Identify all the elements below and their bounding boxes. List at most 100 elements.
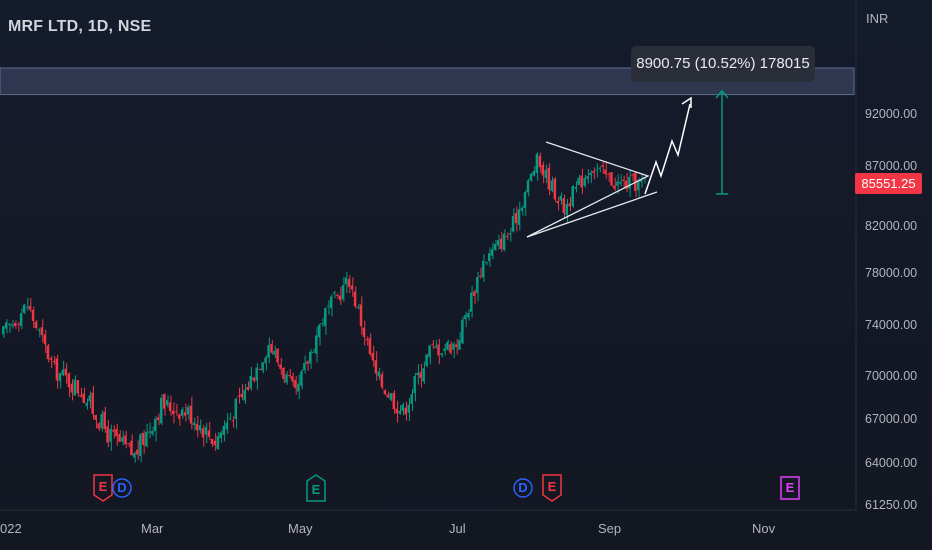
measure-arrowhead (715, 89, 729, 99)
candle-body (419, 372, 422, 378)
candle-body (619, 181, 622, 184)
candle-body (192, 422, 195, 426)
candle-body (67, 373, 70, 388)
candle-body (294, 379, 297, 389)
candle-body (586, 176, 589, 179)
candle-body (207, 430, 210, 437)
candle-body (541, 164, 544, 176)
candle-body (213, 440, 216, 446)
candle-body (91, 392, 94, 414)
candle-body (189, 405, 192, 424)
y-tick-label: 82000.00 (865, 219, 918, 233)
candle-body (479, 275, 482, 277)
candle-body (577, 177, 580, 185)
symbol-title[interactable]: MRF LTD, 1D, NSE (8, 18, 152, 35)
triangle-pattern-lower (526, 191, 658, 238)
candle-body (371, 352, 374, 361)
candle-body (520, 207, 523, 211)
candle-body (160, 397, 163, 424)
candle-body (490, 249, 493, 256)
candle-body (195, 423, 198, 431)
candle-body (562, 198, 565, 214)
candle-body (174, 411, 177, 413)
candle-body (306, 361, 309, 364)
upcoming-earnings-event-icon[interactable]: E (780, 474, 800, 502)
candle-body (380, 374, 383, 388)
candle-body (115, 428, 118, 437)
candle-body (571, 185, 574, 207)
candle-body (550, 180, 553, 191)
candle-body (249, 375, 252, 389)
candle-body (180, 409, 183, 416)
candle-body (326, 305, 329, 307)
event-letter: E (98, 479, 108, 494)
candle-body (595, 169, 598, 171)
candle-body (392, 392, 395, 410)
measure-tooltip: 8900.75 (10.52%) 178015 (631, 46, 815, 82)
candle-body (231, 420, 234, 422)
dividend-event-icon[interactable]: D (112, 474, 132, 502)
candle-body (496, 240, 499, 246)
candle-body (511, 215, 514, 232)
candle-body (243, 389, 246, 401)
y-tick-label: 64000.00 (865, 456, 918, 470)
candle-body (130, 440, 133, 455)
candle-body (559, 195, 562, 201)
candle-body (34, 321, 37, 328)
candle-body (461, 319, 464, 344)
candle-body (276, 348, 279, 363)
candle-body (22, 304, 25, 313)
candle-body (31, 309, 34, 322)
candle-body (237, 395, 240, 397)
candle-body (204, 427, 207, 435)
candle-body (210, 438, 213, 444)
candle-body (303, 363, 306, 371)
candle-body (282, 367, 285, 380)
candle-body (201, 428, 204, 438)
candle-body (88, 395, 91, 402)
candle-body (580, 175, 583, 188)
candle-body (225, 422, 228, 430)
candle-body (592, 171, 595, 173)
candle-body (228, 418, 231, 420)
candle-body (171, 410, 174, 415)
candle-body (455, 344, 458, 348)
x-tick-label: May (288, 521, 313, 536)
candle-body (377, 371, 380, 377)
candle-body (183, 412, 186, 416)
candle-body (142, 432, 145, 446)
candle-body (422, 368, 425, 382)
dividend-event-icon[interactable]: D (513, 474, 533, 502)
x-tick-label: Mar (141, 521, 164, 536)
candle-body (410, 394, 413, 404)
candle-body (58, 373, 61, 382)
candle-body (270, 343, 273, 353)
candle-body (154, 418, 157, 432)
candle-body (46, 345, 49, 360)
candle-body (431, 343, 434, 345)
y-tick-label: 70000.00 (865, 369, 918, 383)
candle-body (508, 233, 511, 235)
candle-body (136, 449, 139, 455)
earnings-event-icon[interactable]: E (93, 474, 113, 502)
candle-body (482, 260, 485, 278)
y-tick-label: 61250.00 (865, 498, 918, 512)
candle-body (502, 233, 505, 250)
candle-body (70, 383, 73, 393)
candle-body (198, 425, 201, 431)
candle-body (321, 323, 324, 325)
candle-body (356, 306, 359, 308)
candle-body (443, 348, 446, 352)
candle-body (610, 172, 613, 186)
candle-body (168, 402, 171, 412)
candle-body (428, 345, 431, 358)
candle-body (547, 167, 550, 190)
candle-body (485, 262, 487, 264)
candle-body (186, 407, 189, 415)
candle-body (267, 345, 270, 358)
earnings-event-icon[interactable]: E (542, 474, 562, 502)
earnings-event-icon[interactable]: E (306, 474, 326, 502)
candle-body (118, 434, 121, 442)
